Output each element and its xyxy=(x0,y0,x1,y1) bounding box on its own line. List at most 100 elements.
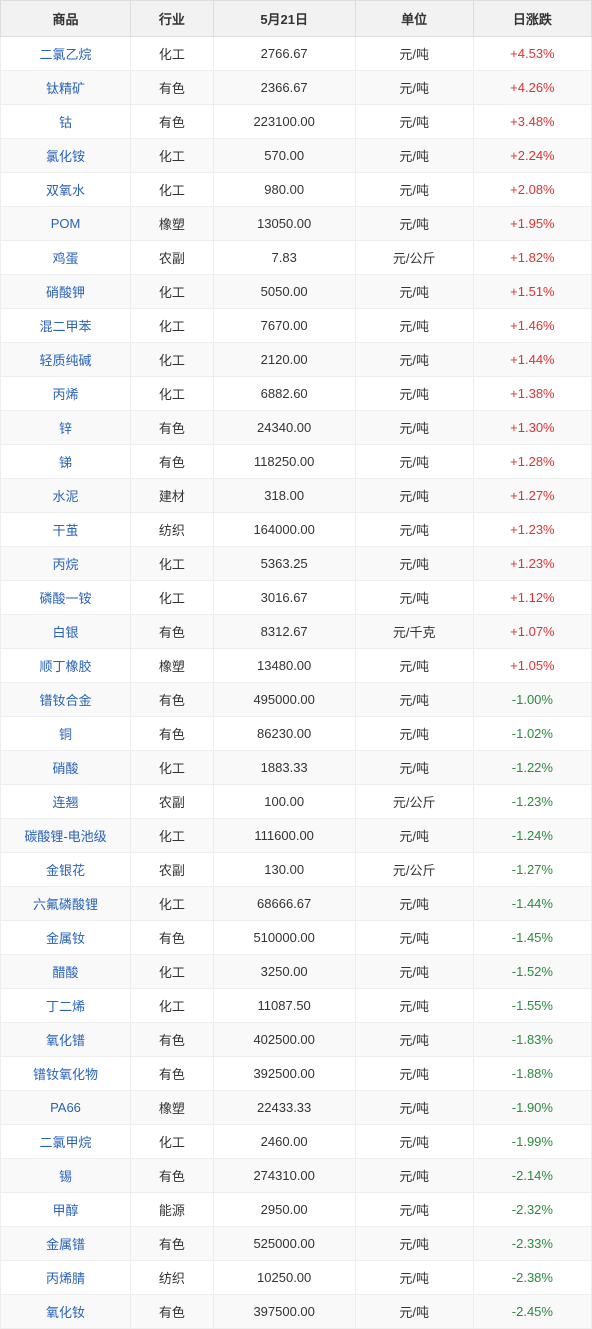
cell-unit: 元/吨 xyxy=(355,1261,473,1295)
cell-industry: 有色 xyxy=(131,1295,214,1329)
cell-unit: 元/吨 xyxy=(355,479,473,513)
cell-industry: 农副 xyxy=(131,241,214,275)
cell-product[interactable]: 双氧水 xyxy=(1,173,131,207)
table-header: 商品 行业 5月21日 单位 日涨跌 xyxy=(1,1,592,37)
cell-product[interactable]: 碳酸锂-电池级 xyxy=(1,819,131,853)
cell-product[interactable]: 混二甲苯 xyxy=(1,309,131,343)
cell-product[interactable]: 醋酸 xyxy=(1,955,131,989)
table-row: 锑有色118250.00元/吨+1.28% xyxy=(1,445,592,479)
cell-product[interactable]: 金属钕 xyxy=(1,921,131,955)
cell-product[interactable]: 锌 xyxy=(1,411,131,445)
cell-change: -2.14% xyxy=(473,1159,591,1193)
cell-price: 223100.00 xyxy=(213,105,355,139)
cell-product[interactable]: 轻质纯碱 xyxy=(1,343,131,377)
cell-product[interactable]: 六氟磷酸锂 xyxy=(1,887,131,921)
cell-price: 2950.00 xyxy=(213,1193,355,1227)
cell-product[interactable]: 丙烯腈 xyxy=(1,1261,131,1295)
cell-product[interactable]: 镨钕氧化物 xyxy=(1,1057,131,1091)
cell-unit: 元/吨 xyxy=(355,683,473,717)
cell-unit: 元/吨 xyxy=(355,445,473,479)
cell-product[interactable]: 氧化钕 xyxy=(1,1295,131,1329)
cell-change: -1.24% xyxy=(473,819,591,853)
cell-product[interactable]: 鸡蛋 xyxy=(1,241,131,275)
cell-unit: 元/吨 xyxy=(355,581,473,615)
cell-product[interactable]: 金银花 xyxy=(1,853,131,887)
cell-product[interactable]: 白银 xyxy=(1,615,131,649)
table-row: PA66橡塑22433.33元/吨-1.90% xyxy=(1,1091,592,1125)
cell-product[interactable]: PA66 xyxy=(1,1091,131,1125)
cell-industry: 有色 xyxy=(131,683,214,717)
cell-price: 980.00 xyxy=(213,173,355,207)
cell-product[interactable]: 钛精矿 xyxy=(1,71,131,105)
table-row: 丙烯腈纺织10250.00元/吨-2.38% xyxy=(1,1261,592,1295)
table-row: POM橡塑13050.00元/吨+1.95% xyxy=(1,207,592,241)
cell-price: 68666.67 xyxy=(213,887,355,921)
cell-industry: 能源 xyxy=(131,1193,214,1227)
cell-unit: 元/吨 xyxy=(355,275,473,309)
cell-product[interactable]: 丁二烯 xyxy=(1,989,131,1023)
cell-product[interactable]: 丙烷 xyxy=(1,547,131,581)
col-header-change: 日涨跌 xyxy=(473,1,591,37)
cell-industry: 农副 xyxy=(131,853,214,887)
cell-price: 2366.67 xyxy=(213,71,355,105)
cell-change: -1.44% xyxy=(473,887,591,921)
cell-change: -2.32% xyxy=(473,1193,591,1227)
table-row: 水泥建材318.00元/吨+1.27% xyxy=(1,479,592,513)
cell-product[interactable]: POM xyxy=(1,207,131,241)
cell-product[interactable]: 镨钕合金 xyxy=(1,683,131,717)
cell-product[interactable]: 锑 xyxy=(1,445,131,479)
table-row: 钛精矿有色2366.67元/吨+4.26% xyxy=(1,71,592,105)
cell-unit: 元/吨 xyxy=(355,1295,473,1329)
cell-industry: 建材 xyxy=(131,479,214,513)
cell-product[interactable]: 水泥 xyxy=(1,479,131,513)
cell-product[interactable]: 铜 xyxy=(1,717,131,751)
cell-unit: 元/吨 xyxy=(355,887,473,921)
cell-unit: 元/吨 xyxy=(355,717,473,751)
cell-price: 3250.00 xyxy=(213,955,355,989)
cell-unit: 元/吨 xyxy=(355,173,473,207)
cell-unit: 元/吨 xyxy=(355,513,473,547)
table-row: 氧化镨有色402500.00元/吨-1.83% xyxy=(1,1023,592,1057)
cell-change: -1.52% xyxy=(473,955,591,989)
cell-product[interactable]: 干茧 xyxy=(1,513,131,547)
cell-price: 510000.00 xyxy=(213,921,355,955)
cell-price: 318.00 xyxy=(213,479,355,513)
cell-product[interactable]: 连翘 xyxy=(1,785,131,819)
cell-change: +4.53% xyxy=(473,37,591,71)
cell-product[interactable]: 二氯乙烷 xyxy=(1,37,131,71)
cell-price: 86230.00 xyxy=(213,717,355,751)
cell-change: +1.23% xyxy=(473,513,591,547)
table-row: 甲醇能源2950.00元/吨-2.32% xyxy=(1,1193,592,1227)
cell-change: +1.51% xyxy=(473,275,591,309)
cell-unit: 元/吨 xyxy=(355,1091,473,1125)
cell-unit: 元/吨 xyxy=(355,139,473,173)
cell-change: +1.07% xyxy=(473,615,591,649)
cell-product[interactable]: 锡 xyxy=(1,1159,131,1193)
cell-product[interactable]: 金属镨 xyxy=(1,1227,131,1261)
cell-product[interactable]: 硝酸钾 xyxy=(1,275,131,309)
cell-product[interactable]: 丙烯 xyxy=(1,377,131,411)
cell-price: 100.00 xyxy=(213,785,355,819)
cell-price: 8312.67 xyxy=(213,615,355,649)
table-row: 丙烯化工6882.60元/吨+1.38% xyxy=(1,377,592,411)
table-row: 金银花农副130.00元/公斤-1.27% xyxy=(1,853,592,887)
cell-product[interactable]: 甲醇 xyxy=(1,1193,131,1227)
cell-industry: 化工 xyxy=(131,1125,214,1159)
cell-product[interactable]: 二氯甲烷 xyxy=(1,1125,131,1159)
cell-price: 7.83 xyxy=(213,241,355,275)
cell-unit: 元/吨 xyxy=(355,649,473,683)
cell-price: 10250.00 xyxy=(213,1261,355,1295)
table-row: 混二甲苯化工7670.00元/吨+1.46% xyxy=(1,309,592,343)
cell-industry: 有色 xyxy=(131,411,214,445)
cell-product[interactable]: 氧化镨 xyxy=(1,1023,131,1057)
cell-unit: 元/吨 xyxy=(355,547,473,581)
cell-product[interactable]: 硝酸 xyxy=(1,751,131,785)
table-row: 金属镨有色525000.00元/吨-2.33% xyxy=(1,1227,592,1261)
cell-product[interactable]: 磷酸一铵 xyxy=(1,581,131,615)
cell-product[interactable]: 顺丁橡胶 xyxy=(1,649,131,683)
table-row: 镨钕合金有色495000.00元/吨-1.00% xyxy=(1,683,592,717)
cell-product[interactable]: 钴 xyxy=(1,105,131,139)
cell-product[interactable]: 氯化铵 xyxy=(1,139,131,173)
cell-price: 13480.00 xyxy=(213,649,355,683)
table-row: 丁二烯化工11087.50元/吨-1.55% xyxy=(1,989,592,1023)
